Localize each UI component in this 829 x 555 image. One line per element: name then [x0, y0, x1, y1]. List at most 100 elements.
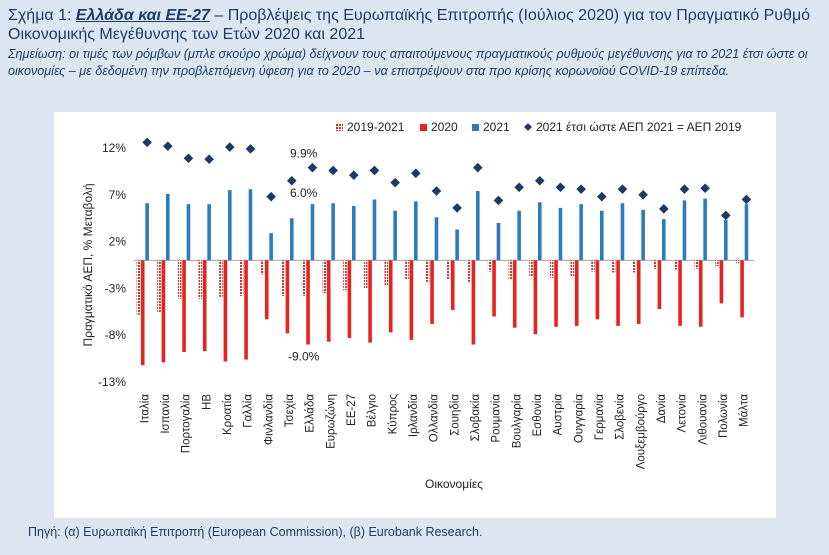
- bar-2019-2021: [549, 260, 554, 279]
- bar-2020: [285, 260, 290, 334]
- diamond-marker: [349, 170, 359, 180]
- diamond-marker: [659, 204, 669, 214]
- diamond-marker: [514, 182, 524, 193]
- diamond-marker: [328, 165, 338, 176]
- x-axis-title: Οικονομίες: [425, 477, 483, 491]
- x-tick-label: Πορτογαλία: [181, 394, 193, 454]
- bar-2019-2021: [136, 260, 141, 315]
- bar-2021: [331, 203, 335, 261]
- diamond-marker: [493, 195, 504, 206]
- x-tick-label: Σουηδία: [449, 394, 461, 436]
- bar-2019-2021: [384, 260, 389, 286]
- bar-2021: [455, 229, 459, 261]
- y-axis-title: Πραγματικό ΑΕΠ, % Μεταβολή: [81, 183, 95, 346]
- data-annotation: 9.9%: [290, 147, 318, 161]
- bar-2019-2021: [715, 260, 719, 266]
- bar-2019-2021: [260, 260, 265, 275]
- diamond-marker: [597, 191, 607, 202]
- diamond-marker: [163, 141, 173, 151]
- bar-2021: [496, 222, 501, 261]
- y-tick-label: 12%: [102, 141, 126, 155]
- x-tick-label: Κροατία: [222, 394, 234, 435]
- bar-2019-2021: [611, 260, 616, 273]
- bar-2021: [186, 204, 191, 261]
- bar-2019-2021: [508, 260, 513, 280]
- x-tick-label: Λετονία: [677, 394, 689, 433]
- bar-2021: [620, 203, 625, 261]
- bar-2021: [662, 219, 666, 261]
- bar-2019-2021: [529, 260, 533, 277]
- diamond-marker: [204, 154, 214, 165]
- bar-2020: [450, 260, 455, 310]
- bar-2020: [326, 260, 331, 342]
- bar-2020: [574, 260, 579, 326]
- diamond-marker: [576, 184, 586, 194]
- bar-2021: [517, 210, 521, 261]
- bar-2020: [678, 260, 682, 326]
- legend-label-2021: 2021: [483, 120, 510, 134]
- bar-2019-2021: [281, 260, 285, 296]
- bar-2019-2021: [322, 260, 327, 294]
- diamond-marker: [617, 184, 628, 194]
- x-tick-label: Βουλγαρία: [511, 394, 523, 449]
- diamond-marker: [287, 175, 297, 186]
- chart-panel: 12% 7% 2% -3% -8% -13% Πραγματικό ΑΕΠ, % Μεταβ…: [54, 112, 776, 518]
- bar-2020: [616, 260, 620, 326]
- gdp-growth-chart: 12% 7% 2% -3% -8% -13% Πραγματικό ΑΕΠ, % Μεταβ…: [81, 120, 754, 491]
- diamond-marker: [266, 191, 276, 202]
- bar-2020: [368, 260, 372, 343]
- x-tick-label: Ιταλία: [139, 394, 151, 424]
- diamond-marker: [555, 182, 566, 193]
- diamond-marker: [679, 184, 690, 194]
- bar-2021: [207, 204, 211, 261]
- x-tick-label: Λιθουανία: [697, 394, 709, 445]
- bar-2021: [682, 200, 687, 261]
- diamond-marker: [307, 162, 318, 173]
- data-annotation: 6.0%: [290, 186, 318, 200]
- bar-2021: [476, 191, 480, 261]
- bar-2019-2021: [446, 260, 451, 280]
- x-tick-label: Ισπανία: [160, 394, 172, 434]
- x-tick-label: Ευρωζώνη: [325, 394, 337, 449]
- bar-2020: [306, 260, 310, 345]
- bar-2019-2021: [632, 260, 637, 273]
- x-tick-label: Ολλανδία: [429, 394, 441, 443]
- bar-2020: [595, 260, 600, 320]
- bar-2020: [492, 260, 496, 317]
- diamond-marker: [411, 168, 421, 179]
- diamond-marker: [225, 142, 235, 152]
- x-tick-label: ΗΒ: [201, 394, 213, 410]
- bar-2019-2021: [653, 260, 657, 269]
- source-note: Πηγή: (α) Ευρωπαϊκή Επιτροπή (European C…: [28, 525, 483, 539]
- bar-2019-2021: [487, 260, 492, 272]
- diamond-marker: [741, 194, 752, 205]
- bar-2021: [248, 189, 253, 261]
- figure-title: Σχήμα 1: Ελλάδα και ΕΕ-27 – Προβλέψεις τ…: [8, 6, 823, 44]
- x-tick-label: ΕΕ-27: [346, 394, 358, 426]
- y-tick-label: -8%: [105, 328, 127, 342]
- diamond-marker: [369, 165, 380, 176]
- y-tick-label: -13%: [98, 375, 126, 389]
- bar-2019-2021: [570, 260, 575, 277]
- diamond-marker: [452, 203, 462, 213]
- x-tick-label: Σλοβενία: [615, 394, 627, 440]
- x-tick-label: Γαλλία: [243, 394, 255, 428]
- bar-2020: [161, 260, 166, 363]
- bar-2019-2021: [177, 260, 182, 299]
- bar-2021: [228, 190, 232, 261]
- data-annotation: -9.0%: [288, 350, 320, 364]
- x-tick-label: Εσθονία: [532, 394, 544, 437]
- bar-2019-2021: [198, 260, 203, 299]
- bar-2021: [434, 217, 439, 261]
- bar-2020: [533, 260, 538, 335]
- bar-2021: [579, 204, 583, 261]
- x-tick-label: Ουγγαρία: [573, 394, 585, 443]
- x-tick-label: Τσεχία: [284, 394, 296, 428]
- legend-label-2020: 2020: [431, 120, 458, 134]
- bar-2019-2021: [239, 260, 244, 296]
- bar-2021: [166, 193, 170, 261]
- legend-swatch-2020: [420, 124, 427, 131]
- x-tick-label: Ρουμανία: [491, 394, 503, 443]
- x-tick-label: Πολωνία: [718, 394, 730, 438]
- legend-label-diamond: 2021 έτσι ώστε ΑΕΠ 2021 = ΑΕΠ 2019: [536, 120, 742, 134]
